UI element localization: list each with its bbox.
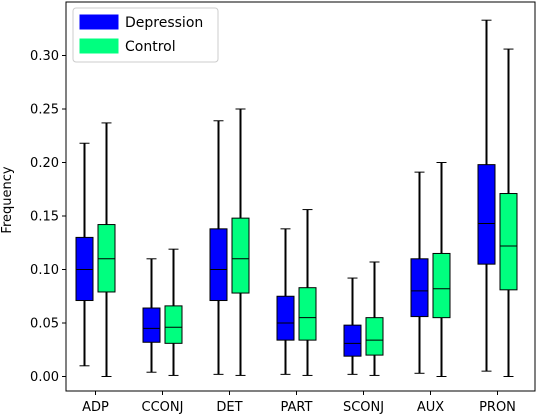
box-depression-aux <box>410 171 429 374</box>
x-tick-label: SCONJ <box>343 400 384 415</box>
y-tick-label: 0.30 <box>30 49 59 64</box>
box-iqr <box>365 317 384 356</box>
box-iqr <box>276 295 295 341</box>
box-depression-sconj <box>343 277 362 375</box>
box-control-sconj <box>365 261 384 376</box>
box-control-adp <box>97 122 116 377</box>
y-tick-label: 0.05 <box>30 317 59 332</box>
plot-area <box>65 1 536 392</box>
legend-swatch <box>79 38 119 54</box>
y-tick-label: 0.20 <box>30 156 59 171</box>
x-tick-label: ADP <box>82 400 109 415</box>
box-iqr <box>298 287 317 341</box>
box-depression-part <box>276 228 295 375</box>
x-tick-label: PRON <box>479 400 516 415</box>
box-groups <box>75 19 518 377</box>
box-depression-pron <box>477 19 496 372</box>
box-depression-cconj <box>142 258 161 373</box>
box-iqr <box>164 305 183 344</box>
y-axis-label: Frequency <box>0 166 15 233</box>
y-tick-label: 0.10 <box>30 263 59 278</box>
box-control-part <box>298 209 317 376</box>
box-iqr <box>477 164 496 265</box>
box-iqr <box>231 217 250 294</box>
y-axis: 0.00 0.05 0.10 0.15 0.20 0.25 0.30 <box>30 49 66 385</box>
box-iqr <box>75 236 94 302</box>
box-iqr <box>499 193 518 291</box>
x-tick-label: AUX <box>417 400 444 415</box>
axes-frame <box>65 1 536 392</box>
box-control-pron <box>499 48 518 377</box>
box-control-det <box>231 108 250 376</box>
box-depression-det <box>209 120 228 375</box>
box-iqr <box>142 307 161 343</box>
box-iqr <box>432 252 451 319</box>
box-depression-adp <box>75 142 94 367</box>
box-iqr <box>209 228 228 302</box>
x-axis: ADP CCONJ DET PART SCONJ AUX PRON <box>82 391 516 415</box>
legend-label: Control <box>125 39 176 55</box>
y-tick-label: 0.15 <box>30 210 59 225</box>
x-tick-label: DET <box>216 400 242 415</box>
legend: Depression Control <box>72 7 219 63</box>
x-tick-label: PART <box>281 400 313 415</box>
box-iqr <box>410 258 429 318</box>
box-control-aux <box>432 162 451 377</box>
legend-swatch <box>79 14 119 30</box>
y-tick-label: 0.00 <box>30 370 59 385</box>
x-tick-label: CCONJ <box>142 400 184 415</box>
y-tick-label: 0.25 <box>30 103 59 118</box>
legend-label: Depression <box>125 15 203 31</box>
box-iqr <box>343 324 362 357</box>
box-control-cconj <box>164 248 183 376</box>
box-iqr <box>97 224 116 293</box>
